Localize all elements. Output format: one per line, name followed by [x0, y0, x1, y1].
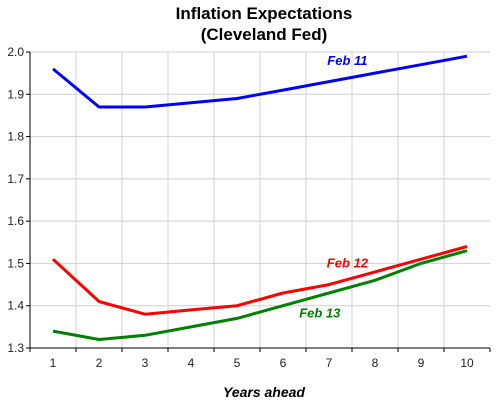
series-label: Feb 12: [327, 255, 369, 270]
y-tick-label: 1.7: [7, 172, 24, 186]
y-tick-label: 1.6: [7, 214, 24, 228]
grid: [30, 51, 490, 349]
x-tick-label: 5: [234, 356, 241, 370]
x-tick-label: 6: [280, 356, 287, 370]
series-labels: Feb 11 Feb 12 Feb 13: [299, 53, 369, 320]
x-axis-label: Years ahead: [223, 384, 305, 400]
y-tick-label: 1.9: [7, 87, 24, 101]
x-tick-label: 4: [188, 356, 195, 370]
y-tick-label: 1.8: [7, 130, 24, 144]
series-lines: [51, 54, 468, 341]
x-tick-label: 9: [418, 356, 425, 370]
y-tick-label: 1.4: [7, 299, 24, 313]
x-tick-label: 10: [460, 356, 474, 370]
x-tick-label: 1: [50, 356, 57, 370]
chart-subtitle: (Cleveland Fed): [201, 25, 328, 44]
series-label: Feb 11: [327, 53, 367, 68]
series-label: Feb 13: [299, 306, 341, 321]
series-line-feb-11: [52, 54, 468, 109]
x-tick-label: 3: [142, 356, 149, 370]
y-tick-label: 1.5: [7, 256, 24, 270]
series-line-feb-12: [51, 245, 468, 316]
x-tick-label: 8: [372, 356, 379, 370]
x-tick-label: 7: [326, 356, 333, 370]
x-tick-label: 2: [96, 356, 103, 370]
y-tick-label: 1.3: [7, 341, 24, 355]
axes: [26, 51, 491, 352]
y-tick-label: 2.0: [7, 45, 24, 59]
tick-labels: 1.3 1.4 1.5 1.6 1.7 1.8 1.9 2.0 1 2 3 4 5 6 7 8 9 10: [7, 45, 474, 370]
series-line-feb-13: [52, 249, 468, 341]
chart-title: Inflation Expectations: [176, 4, 353, 23]
